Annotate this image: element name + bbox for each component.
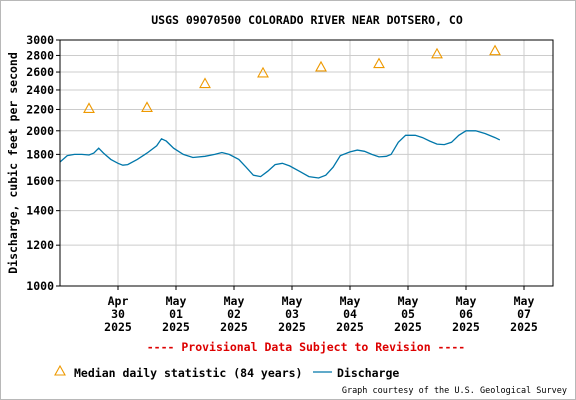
median-marker xyxy=(431,47,443,59)
y-axis-label: Discharge, cubic feet per second xyxy=(6,52,20,274)
legend-discharge-label: Discharge xyxy=(337,366,399,380)
plot-border xyxy=(59,39,554,287)
x-tick-label: May xyxy=(514,294,535,308)
series-layer xyxy=(59,44,501,179)
x-tick-label: 2025 xyxy=(510,320,538,334)
x-tick-label: May xyxy=(340,294,361,308)
x-tick-label: 2025 xyxy=(278,320,306,334)
x-tick-label: 2025 xyxy=(394,320,422,334)
grid-lines xyxy=(60,39,553,287)
x-tick-label: 2025 xyxy=(162,320,190,334)
y-tick-label: 1400 xyxy=(26,204,54,218)
legend: Median daily statistic (84 years) Discha… xyxy=(54,364,399,380)
median-marker xyxy=(199,77,211,89)
x-tick-label: 2025 xyxy=(104,320,132,334)
y-axis: 1000 1200 1400 1600 1800 2000 2200 2400 2600 2800… xyxy=(26,33,60,293)
legend-median-label: Median daily statistic (84 years) xyxy=(74,366,302,380)
x-tick-label: May xyxy=(282,294,303,308)
y-tick-label: 1600 xyxy=(26,174,54,188)
discharge-line xyxy=(59,130,501,179)
median-marker xyxy=(489,44,501,56)
x-tick-label: 2025 xyxy=(452,320,480,334)
y-tick-label: 2400 xyxy=(26,83,54,97)
y-tick-label: 3000 xyxy=(26,33,54,47)
x-tick-label: May xyxy=(398,294,419,308)
y-tick-label: 1200 xyxy=(26,238,54,252)
provisional-note: ---- Provisional Data Subject to Revisio… xyxy=(147,340,466,354)
x-tick-label: 2025 xyxy=(220,320,248,334)
median-marker xyxy=(141,101,153,112)
x-tick-label: May xyxy=(166,294,187,308)
y-tick-label: 2600 xyxy=(26,65,54,79)
x-tick-label: May xyxy=(456,294,477,308)
median-marker xyxy=(373,57,385,69)
x-tick-label: 03 xyxy=(285,307,299,321)
legend-median-marker xyxy=(54,364,66,376)
chart-title: USGS 09070500 COLORADO RIVER NEAR DOTSER… xyxy=(151,13,463,27)
credit-text: Graph courtesy of the U.S. Geological Su… xyxy=(342,386,567,396)
x-axis: Apr302025May012025May022025May032025May0… xyxy=(104,286,538,334)
y-tick-label: 1800 xyxy=(26,147,54,161)
x-tick-label: 07 xyxy=(517,307,531,321)
median-marker xyxy=(257,66,269,78)
y-tick-label: 2000 xyxy=(26,124,54,138)
x-tick-label: May xyxy=(224,294,245,308)
y-tick-label: 2200 xyxy=(26,102,54,116)
x-tick-label: 30 xyxy=(111,307,125,321)
median-marker xyxy=(83,102,95,113)
x-tick-label: 01 xyxy=(169,307,183,321)
x-tick-label: 05 xyxy=(401,307,415,321)
y-tick-label: 2800 xyxy=(26,48,54,62)
x-tick-label: 04 xyxy=(343,307,357,321)
y-tick-label: 1000 xyxy=(26,279,54,293)
x-tick-label: 02 xyxy=(227,307,241,321)
median-marker xyxy=(315,60,327,72)
x-tick-label: 2025 xyxy=(336,320,364,334)
x-tick-label: Apr xyxy=(108,294,129,308)
x-tick-label: 06 xyxy=(459,307,473,321)
